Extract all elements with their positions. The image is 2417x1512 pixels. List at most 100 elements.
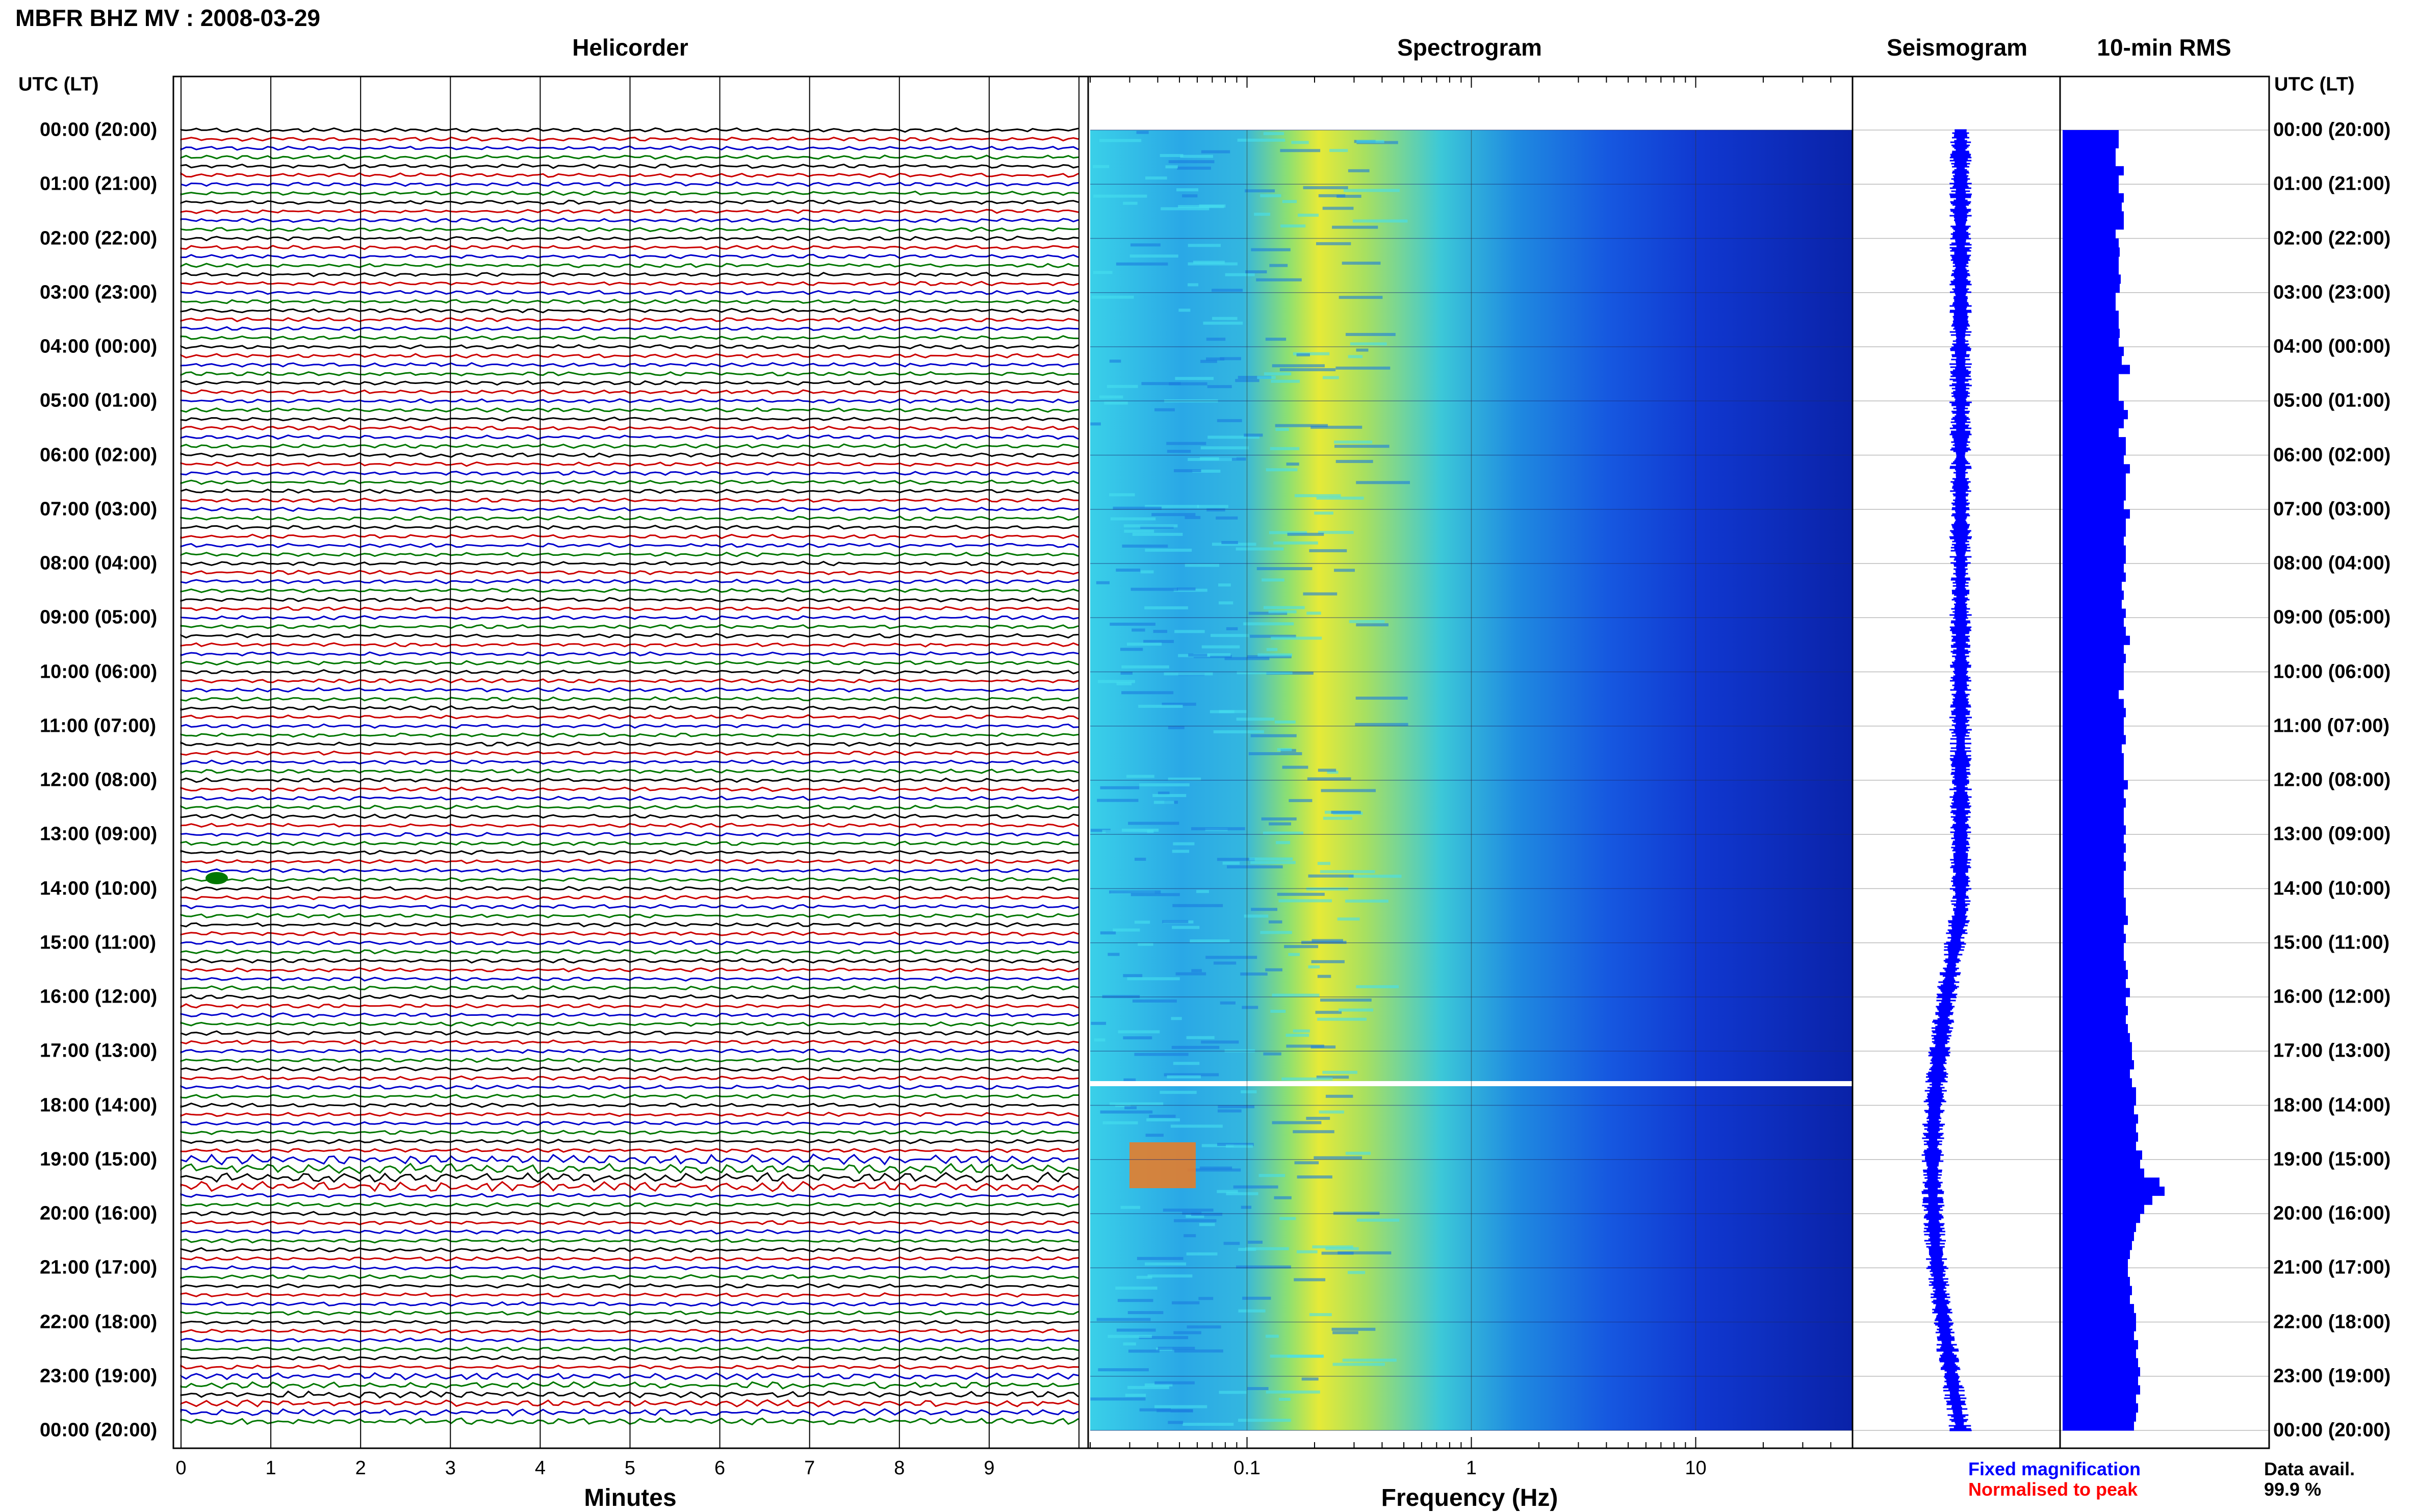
- rms-bar: [2063, 1286, 2132, 1295]
- time-label-right: 09:00 (05:00): [2273, 606, 2391, 628]
- spectrogram-streak: [1144, 1383, 1173, 1387]
- time-label-right: 08:00 (04:00): [2273, 552, 2391, 574]
- spectrogram-streak: [1318, 531, 1354, 534]
- rms-bar: [2063, 672, 2124, 681]
- time-label-left: 07:00 (03:00): [40, 498, 158, 520]
- spectrogram-streak: [1291, 141, 1309, 144]
- spectrogram-streak: [1122, 544, 1168, 548]
- helicorder-trace: [180, 1066, 1079, 1072]
- spectrogram-streak: [1237, 138, 1285, 142]
- spectrogram-streak: [1100, 1110, 1153, 1114]
- spectrogram-streak: [1199, 1166, 1232, 1170]
- spectrogram-streak: [1266, 1390, 1320, 1394]
- helicorder-trace: [180, 985, 1079, 991]
- seismogram-title: Seismogram: [1886, 34, 2028, 61]
- spectrogram-streak: [1191, 827, 1245, 831]
- helicorder-trace: [180, 236, 1079, 241]
- spectrogram-streak: [1251, 908, 1277, 911]
- time-label-right: 16:00 (12:00): [2273, 986, 2391, 1008]
- helicorder-trace: [180, 172, 1079, 178]
- helicorder-trace: [180, 994, 1079, 1000]
- spectrogram-streak: [1218, 601, 1233, 605]
- spectrogram-streak: [1175, 972, 1206, 976]
- rms-bar: [2063, 915, 2128, 925]
- time-label-left: 00:00 (20:00): [40, 119, 158, 141]
- spectrogram-streak: [1270, 1354, 1324, 1358]
- spectrogram-streak: [1109, 493, 1135, 497]
- rms-bar: [2063, 1340, 2138, 1350]
- rms-bar: [2063, 1205, 2144, 1214]
- spectrogram-streak: [1338, 1251, 1392, 1254]
- spectrogram-streak: [1128, 1349, 1160, 1353]
- spectrogram-streak: [1279, 368, 1336, 371]
- spectrogram-streak: [1331, 810, 1361, 814]
- spectrogram-streak: [1168, 777, 1201, 781]
- spectrogram-streak: [1191, 969, 1202, 972]
- spectrogram-streak: [1104, 401, 1128, 405]
- helicorder-trace: [180, 777, 1079, 783]
- rms-bar: [2063, 1159, 2140, 1169]
- spectrogram-streak: [1123, 201, 1138, 205]
- spectrogram-streak: [1238, 376, 1272, 379]
- spectrogram-streak: [1349, 620, 1385, 623]
- rms-bar: [2063, 654, 2126, 663]
- spectrogram-streak: [1237, 671, 1293, 675]
- spectrogram-streak: [1158, 1346, 1195, 1350]
- spectrogram-streak: [1226, 627, 1238, 630]
- spectrogram-streak: [1278, 1397, 1291, 1401]
- spectrogram-streak: [1116, 262, 1168, 266]
- helicorder-trace: [180, 280, 1079, 287]
- rms-bar: [2063, 599, 2122, 609]
- helicorder-trace: [180, 479, 1079, 485]
- rms-bar: [2063, 274, 2121, 284]
- time-label-right: 21:00 (17:00): [2273, 1257, 2391, 1278]
- spectrogram-streak: [1091, 295, 1134, 299]
- spectrogram-streak: [1289, 799, 1313, 802]
- spectrogram-streak: [1311, 960, 1345, 963]
- helicorder-trace: [180, 967, 1079, 973]
- helicorder-trace: [180, 759, 1079, 765]
- helicorder-trace: [180, 506, 1079, 512]
- spectrogram-streak: [1163, 1208, 1214, 1212]
- time-label-left: 05:00 (01:00): [40, 390, 158, 412]
- helicorder-trace: [180, 823, 1079, 828]
- rms-bar: [2063, 934, 2126, 943]
- helicorder-trace: [180, 290, 1079, 295]
- rms-bar: [2063, 130, 2119, 140]
- helicorder-trace: [180, 687, 1079, 693]
- rms-bar: [2063, 1214, 2140, 1223]
- rms-bar: [2063, 428, 2119, 438]
- spectrogram-streak: [1123, 1342, 1136, 1346]
- spectrogram-streak: [1317, 1017, 1367, 1021]
- spectrogram-streak: [1325, 1247, 1359, 1250]
- time-label-right: 20:00 (16:00): [2273, 1202, 2391, 1224]
- rms-bar: [2063, 618, 2124, 627]
- spectrogram-streak: [1220, 357, 1241, 361]
- spectrogram-streak: [1282, 765, 1308, 769]
- rms-bar: [2063, 545, 2126, 555]
- rms-bar: [2063, 301, 2116, 311]
- legend-normalised: Normalised to peak: [1968, 1479, 2138, 1500]
- spectrogram-streak: [1333, 1212, 1380, 1215]
- spectrogram-streak: [1124, 529, 1154, 533]
- spectrogram-streak: [1116, 1328, 1156, 1332]
- helicorder-trace: [180, 894, 1079, 901]
- spectrogram-streak: [1217, 1109, 1242, 1113]
- spectrogram-streak: [1263, 831, 1304, 835]
- spectrogram-streak: [1141, 382, 1181, 386]
- helicorder-trace: [180, 398, 1079, 404]
- spectrogram-streak: [1158, 791, 1170, 795]
- spectrogram-streak: [1288, 953, 1300, 956]
- helicorder-trace: [180, 533, 1079, 540]
- helicorder-trace: [180, 326, 1079, 331]
- spectrogram-streak: [1240, 972, 1268, 976]
- rms-bar: [2063, 870, 2124, 880]
- rms-bar: [2063, 1412, 2136, 1422]
- rms-bar: [2063, 229, 2116, 239]
- time-label-left: 17:00 (13:00): [40, 1040, 158, 1062]
- spectrogram-streak: [1121, 829, 1159, 832]
- rms-bar: [2063, 1051, 2132, 1061]
- spectrogram-streak: [1164, 672, 1213, 676]
- spectrogram-streak: [1123, 974, 1143, 978]
- rms-bar: [2063, 925, 2124, 934]
